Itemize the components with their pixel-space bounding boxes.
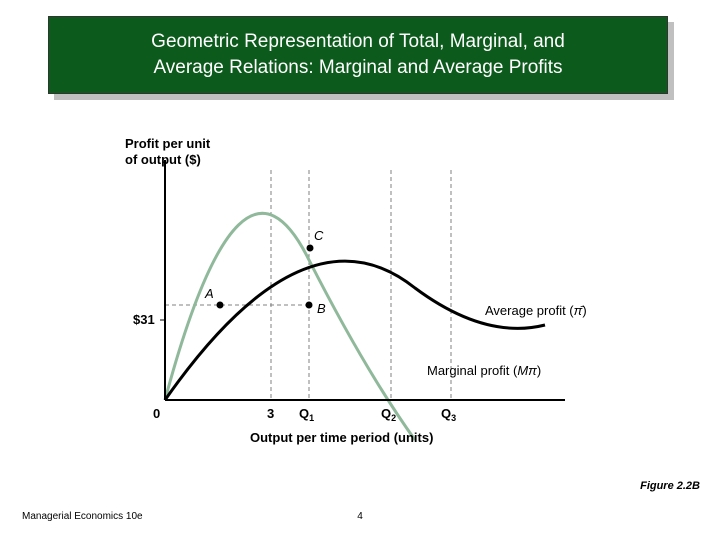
x-tick-0: 3 bbox=[267, 406, 274, 421]
page-number: 4 bbox=[357, 511, 363, 522]
x-tick-1: Q1 bbox=[299, 406, 314, 423]
label-b: B bbox=[317, 301, 326, 316]
y-label-2: of output ($) bbox=[125, 152, 201, 167]
slide-title: Geometric Representation of Total, Margi… bbox=[151, 29, 565, 80]
label-a: A bbox=[204, 286, 214, 301]
marginal-label: Marginal profit (Mπ) bbox=[427, 363, 541, 378]
marginal-curve bbox=[165, 213, 415, 440]
figure-label: Figure 2.2B bbox=[640, 480, 700, 492]
title-box: Geometric Representation of Total, Margi… bbox=[48, 16, 668, 94]
y-label-1: Profit per unit bbox=[125, 136, 211, 151]
chart-svg: A B C Profit per unit of output ($) $31 … bbox=[105, 130, 625, 470]
title-line2: Average Relations: Marginal and Average … bbox=[153, 57, 562, 78]
chart: A B C Profit per unit of output ($) $31 … bbox=[105, 130, 625, 470]
title-line1: Geometric Representation of Total, Margi… bbox=[151, 31, 565, 52]
y-tick-31: $31 bbox=[133, 312, 155, 327]
x-axis-label: Output per time period (units) bbox=[250, 430, 433, 445]
point-c bbox=[307, 245, 314, 252]
point-b bbox=[306, 302, 313, 309]
average-curve bbox=[165, 261, 545, 400]
point-a bbox=[217, 302, 224, 309]
x-tick-3: Q3 bbox=[441, 406, 456, 423]
label-c: C bbox=[314, 228, 324, 243]
average-label: Average profit (π̄) bbox=[485, 303, 587, 318]
footer-left: Managerial Economics 10e bbox=[22, 511, 143, 522]
x-origin: 0 bbox=[153, 406, 160, 421]
